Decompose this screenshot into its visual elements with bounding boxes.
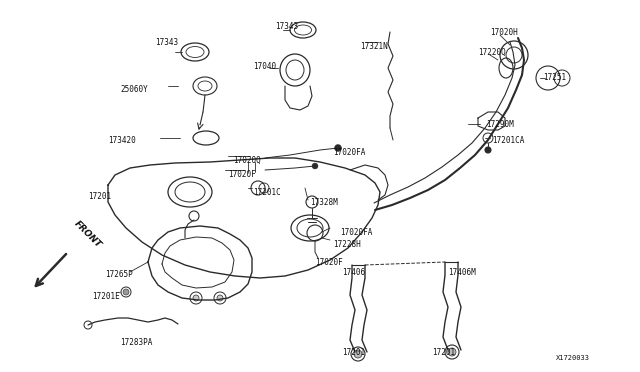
- Text: 17228H: 17228H: [333, 240, 361, 249]
- Circle shape: [448, 348, 456, 356]
- Circle shape: [483, 133, 493, 143]
- Text: 17020F: 17020F: [228, 170, 256, 179]
- Text: 17406: 17406: [342, 268, 365, 277]
- Circle shape: [354, 350, 362, 358]
- Circle shape: [193, 295, 199, 301]
- Circle shape: [335, 144, 342, 151]
- Text: 17201: 17201: [342, 348, 365, 357]
- Text: 17201C: 17201C: [253, 188, 281, 197]
- Text: 17406M: 17406M: [448, 268, 476, 277]
- Circle shape: [123, 289, 129, 295]
- Text: 17321N: 17321N: [360, 42, 388, 51]
- Text: 17020FA: 17020FA: [333, 148, 365, 157]
- Text: 17220Q: 17220Q: [478, 48, 506, 57]
- Text: 17040: 17040: [253, 62, 276, 71]
- Text: 17265P: 17265P: [105, 270, 132, 279]
- Text: 17343: 17343: [275, 22, 298, 31]
- Text: 17201: 17201: [88, 192, 111, 201]
- Text: 17201: 17201: [432, 348, 455, 357]
- Circle shape: [485, 147, 491, 153]
- Text: 17020Q: 17020Q: [233, 156, 260, 165]
- Text: 25060Y: 25060Y: [120, 85, 148, 94]
- Text: 17328M: 17328M: [310, 198, 338, 207]
- Text: 17290M: 17290M: [486, 120, 514, 129]
- Text: 17283PA: 17283PA: [120, 338, 152, 347]
- Text: 17343: 17343: [155, 38, 178, 47]
- Text: X1720033: X1720033: [556, 355, 590, 361]
- Text: 17020FA: 17020FA: [340, 228, 372, 237]
- Circle shape: [217, 295, 223, 301]
- Text: 17201E: 17201E: [92, 292, 120, 301]
- Text: 17251: 17251: [543, 73, 566, 82]
- Text: FRONT: FRONT: [72, 219, 102, 250]
- Text: 17201CA: 17201CA: [492, 136, 524, 145]
- Text: 17020F: 17020F: [315, 258, 343, 267]
- Text: 17020H: 17020H: [490, 28, 518, 37]
- Circle shape: [312, 163, 318, 169]
- Text: 173420: 173420: [108, 136, 136, 145]
